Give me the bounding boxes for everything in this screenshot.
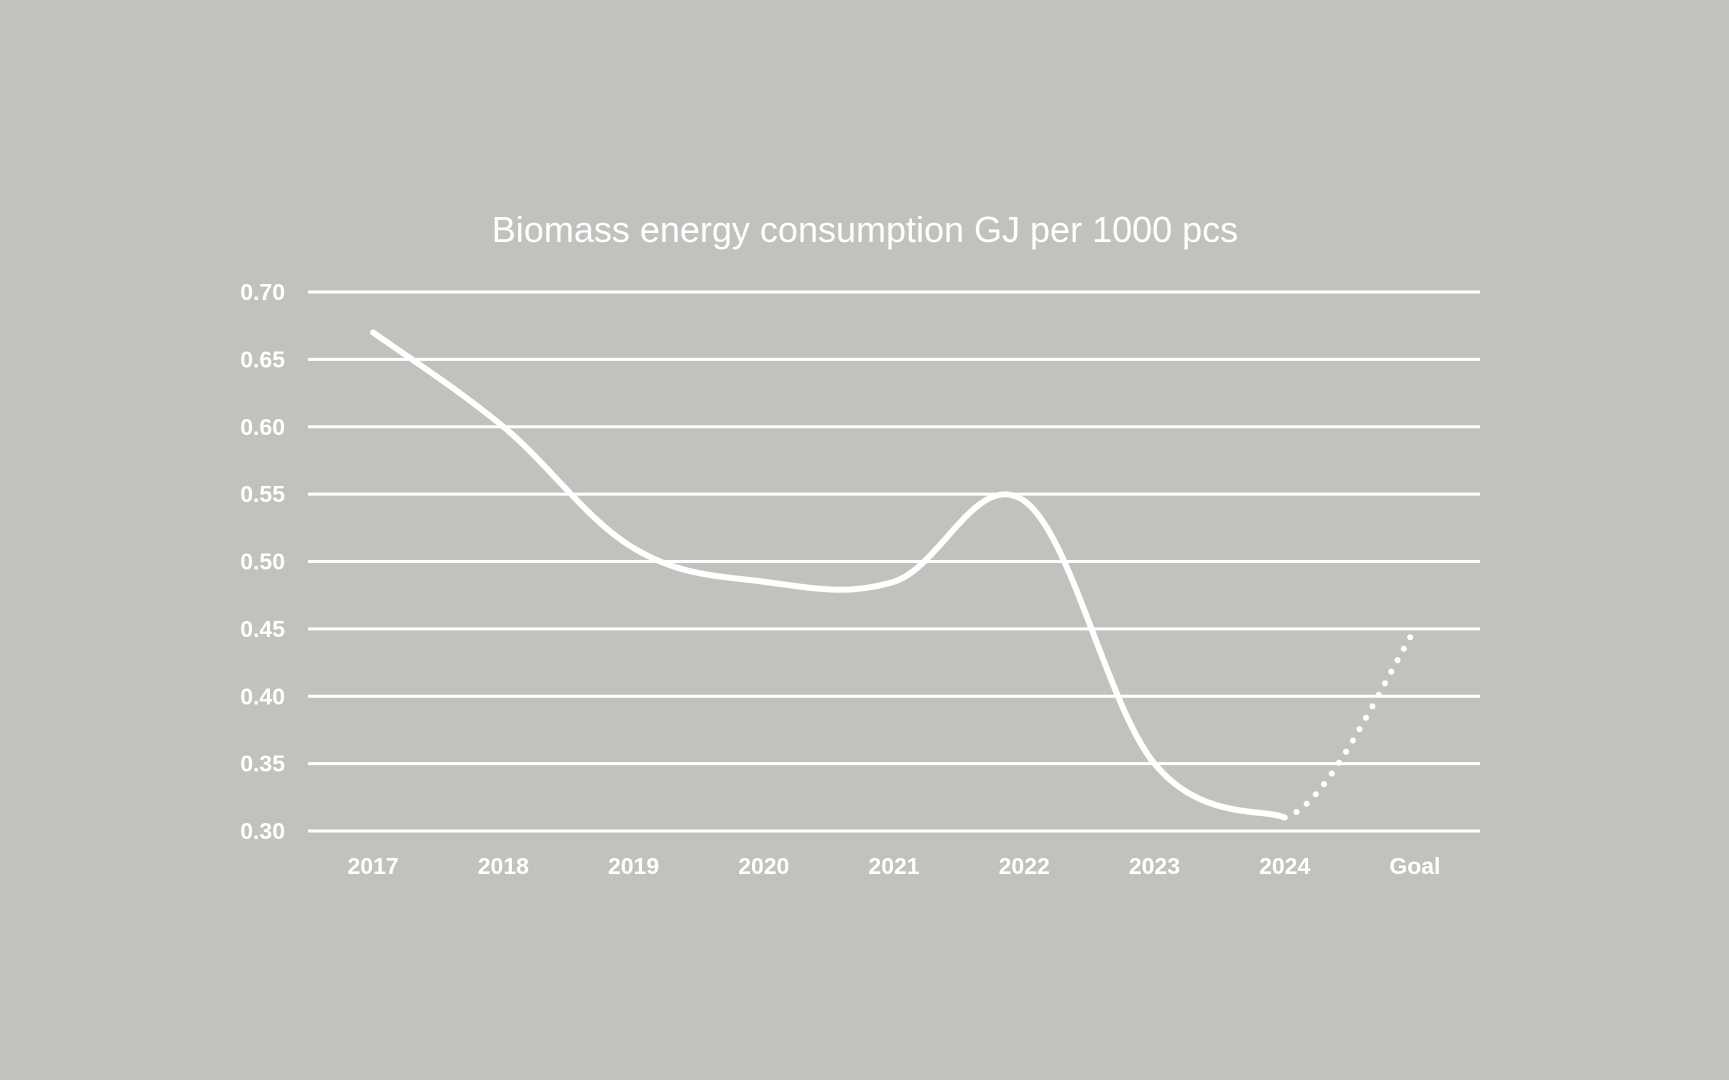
x-tick-label: 2020 [738,853,789,879]
x-tick-label: 2022 [999,853,1050,879]
y-tick-label: 0.40 [240,683,285,709]
grid-layer [308,290,1480,833]
x-tick-label: 2019 [608,853,659,879]
y-tick-label: 0.30 [240,818,285,844]
x-tick-label: Goal [1389,853,1440,879]
y-tick-label: 0.70 [240,279,285,305]
chart-title: Biomass energy consumption GJ per 1000 p… [492,209,1238,250]
x-tick-label: 2017 [348,853,399,879]
series-line-goal-projection [1281,625,1418,821]
y-tick-label: 0.60 [240,414,285,440]
y-tick-label: 0.55 [240,481,285,507]
y-tick-label: 0.35 [240,751,285,777]
x-tick-label: 2023 [1129,853,1180,879]
y-tick-label: 0.50 [240,549,285,575]
y-tick-label: 0.65 [240,346,285,372]
x-tick-label: 2024 [1259,853,1310,879]
series-layer [370,329,1418,821]
series-line-actual [370,329,1288,821]
y-tick-label: 0.45 [240,616,285,642]
x-tick-label: 2021 [868,853,919,879]
y-axis-ticks: 0.70 0.65 0.60 0.55 0.50 0.45 0.40 0.35 0.30 [240,279,285,844]
x-tick-label: 2018 [478,853,529,879]
x-axis-ticks: 2017 2018 2019 2020 2021 2022 2023 2024 Goal [348,853,1441,879]
